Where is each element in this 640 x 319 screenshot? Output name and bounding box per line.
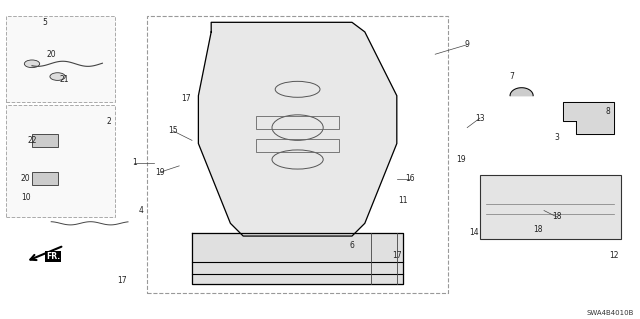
- Text: SWA4B4010B: SWA4B4010B: [586, 310, 634, 316]
- Text: 15: 15: [168, 126, 178, 135]
- Bar: [256, 139, 339, 152]
- Text: 11: 11: [399, 197, 408, 205]
- Text: 1: 1: [132, 158, 137, 167]
- Text: 5: 5: [42, 18, 47, 27]
- Polygon shape: [192, 233, 403, 284]
- Text: 22: 22: [28, 136, 36, 145]
- Bar: [256, 116, 339, 129]
- Bar: [32, 134, 58, 147]
- Text: 18: 18: [533, 225, 542, 234]
- Bar: [6, 16, 115, 102]
- Text: 2: 2: [106, 117, 111, 126]
- Text: 20: 20: [20, 174, 31, 183]
- Text: 18: 18: [552, 212, 561, 221]
- Text: 16: 16: [404, 174, 415, 183]
- Polygon shape: [563, 102, 614, 134]
- Text: 21: 21: [60, 75, 68, 84]
- Text: 12: 12: [610, 251, 619, 260]
- Circle shape: [50, 73, 65, 80]
- Polygon shape: [510, 88, 533, 96]
- Text: 20: 20: [46, 50, 56, 59]
- Text: 10: 10: [20, 193, 31, 202]
- Text: 9: 9: [465, 40, 470, 49]
- Text: FR.: FR.: [46, 252, 60, 261]
- Polygon shape: [198, 22, 397, 236]
- Text: 19: 19: [155, 168, 165, 177]
- Text: 17: 17: [116, 276, 127, 285]
- Text: 4: 4: [138, 206, 143, 215]
- Text: 14: 14: [468, 228, 479, 237]
- Text: 8: 8: [605, 107, 611, 116]
- Text: 6: 6: [349, 241, 355, 250]
- Bar: [32, 172, 58, 185]
- Text: 19: 19: [456, 155, 466, 164]
- Circle shape: [24, 60, 40, 68]
- Bar: [6, 105, 115, 217]
- Text: 3: 3: [554, 133, 559, 142]
- Bar: [147, 16, 448, 293]
- Text: 17: 17: [180, 94, 191, 103]
- Bar: [480, 175, 621, 239]
- Text: 13: 13: [475, 114, 485, 122]
- Text: 17: 17: [392, 251, 402, 260]
- Text: 7: 7: [509, 72, 515, 81]
